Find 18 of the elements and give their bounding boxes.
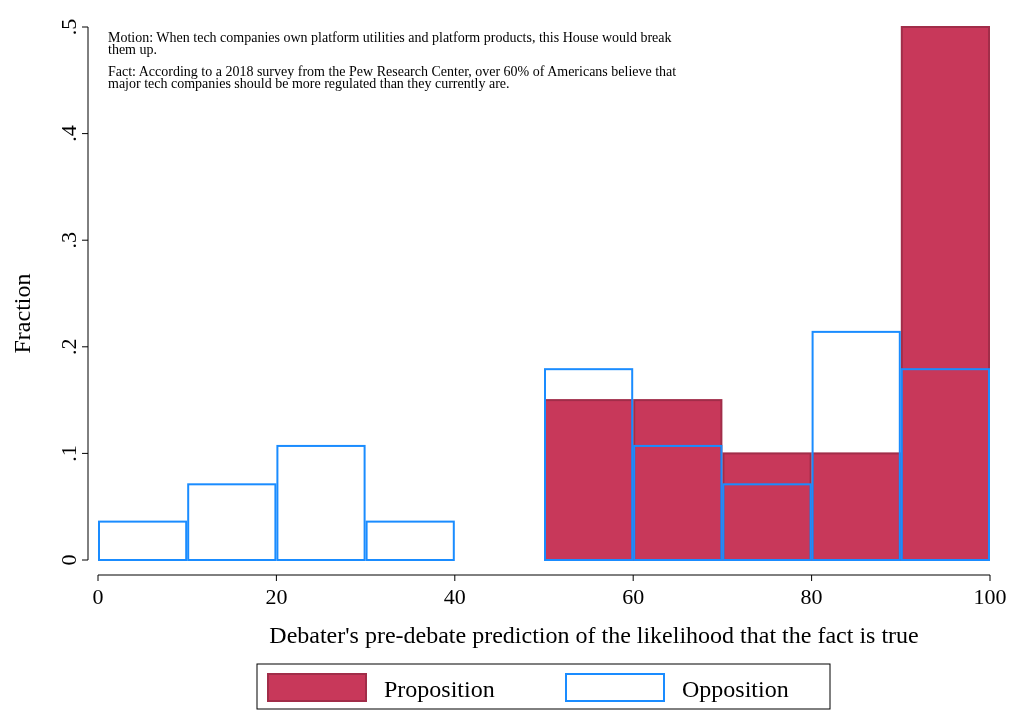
annotation: Motion: When tech companies own platform utilities and platform products, this House would break them up.: [108, 30, 672, 57]
y-tick-label: .2: [56, 338, 81, 356]
y-tick-label: .4: [56, 125, 81, 142]
annotation: Fact: According to a 2018 survey from the Pew Research Center, over 60% of Americans believe that major tech companies should be more regulated than they currently are.: [108, 64, 677, 91]
x-tick-label: 40: [443, 584, 466, 609]
legend-label: Proposition: [384, 676, 495, 702]
x-tick-label: 20: [265, 584, 288, 609]
x-axis-title: Debater's pre-debate prediction of the likelihood that the fact is true: [269, 622, 919, 648]
legend-label: Opposition: [682, 676, 789, 702]
x-tick-label: 80: [800, 584, 823, 609]
y-tick-label: 0: [56, 554, 81, 566]
y-tick-label: .3: [56, 231, 81, 249]
x-tick-label: 60: [622, 584, 645, 609]
y-axis-title: Fraction: [9, 273, 35, 354]
x-tick-label: 100: [973, 584, 1007, 609]
y-tick-label: .5: [56, 18, 81, 36]
x-tick-label: 0: [92, 584, 104, 609]
y-tick-label: .1: [56, 445, 81, 462]
